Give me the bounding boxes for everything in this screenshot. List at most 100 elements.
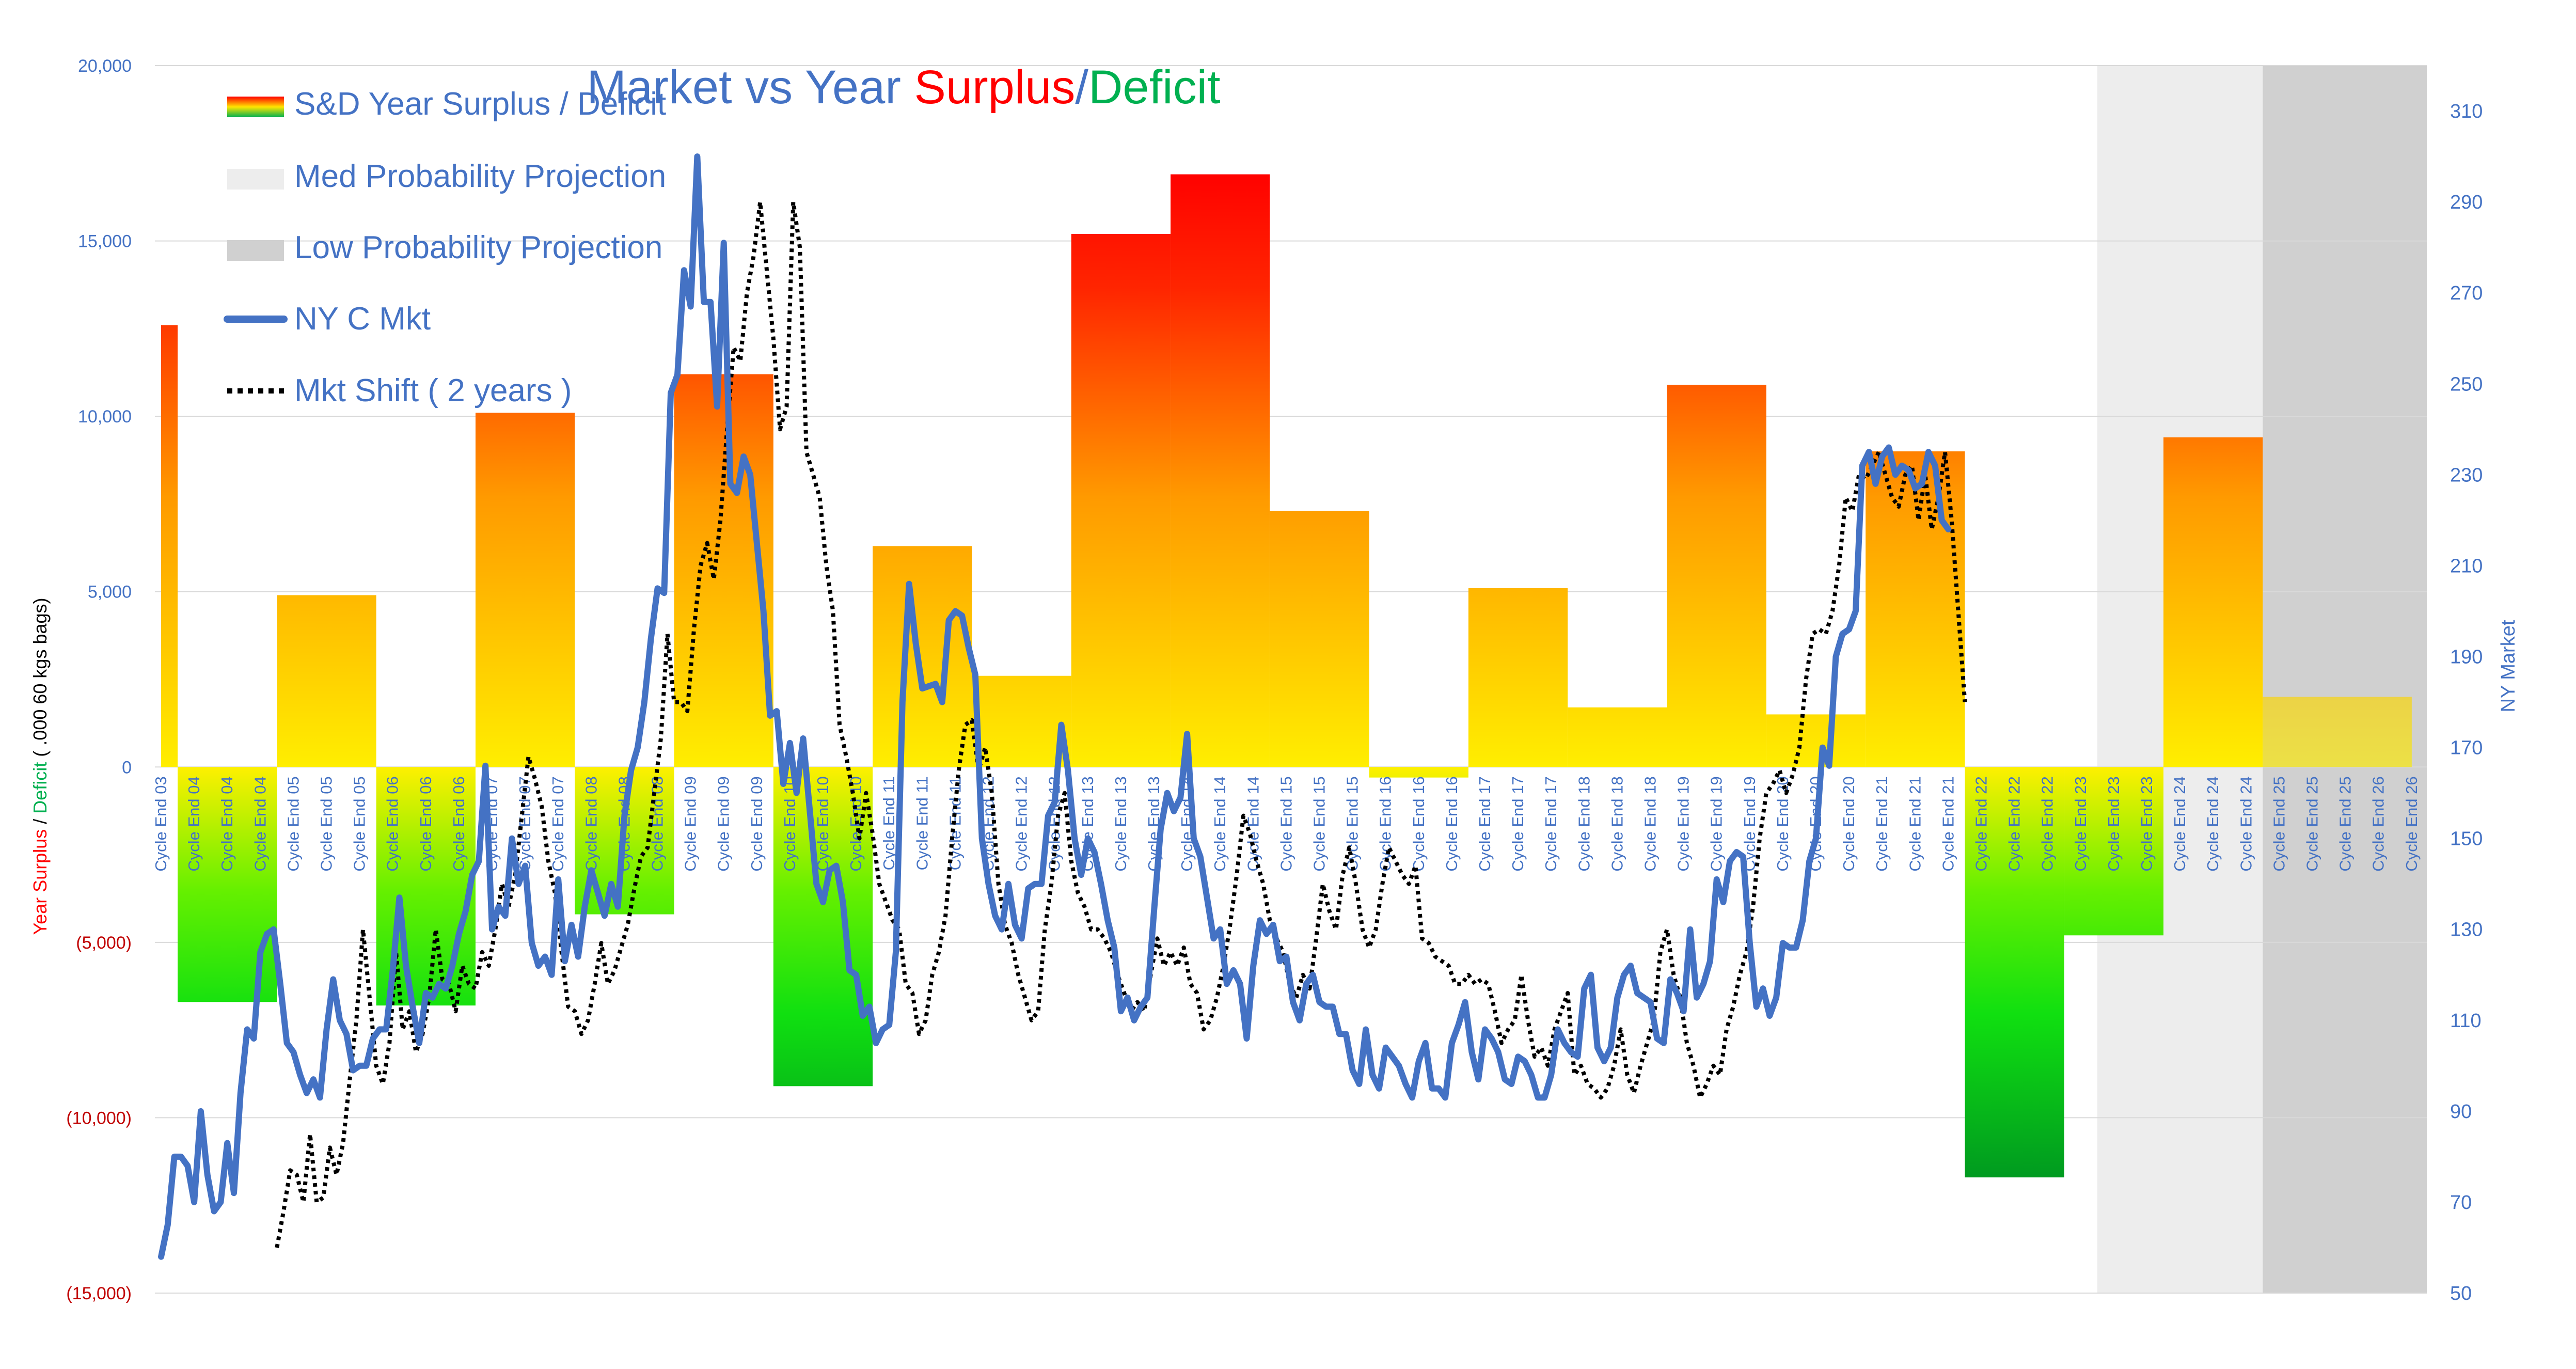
x-tick-label: Cycle End 17 xyxy=(1509,776,1527,871)
title-part-slash: / xyxy=(1075,61,1088,114)
x-tick-label: Cycle End 18 xyxy=(1641,776,1660,871)
x-tick-label: Cycle End 24 xyxy=(2171,776,2189,871)
y-right-tick-label: 90 xyxy=(2450,1101,2472,1123)
legend-label-low-probability: Low Probability Projection xyxy=(294,230,662,265)
surplus-bar xyxy=(1667,385,1766,767)
x-tick-label: Cycle End 26 xyxy=(2403,776,2421,871)
deficit-bar xyxy=(773,767,873,1087)
y-left-tick-label: 20,000 xyxy=(78,56,132,76)
x-tick-label: Cycle End 21 xyxy=(1906,776,1924,871)
y-left-tick-label: (15,000) xyxy=(66,1284,132,1303)
y-right-axis-label: NY Market xyxy=(2498,620,2519,712)
title-part-deficit: Deficit xyxy=(1088,61,1221,114)
ny-c-mkt-line xyxy=(158,153,1952,1260)
y-right-tick-label: 110 xyxy=(2450,1010,2482,1032)
x-tick-label: Cycle End 25 xyxy=(2336,776,2354,871)
x-tick-label: Cycle End 22 xyxy=(1972,776,1990,871)
x-tick-label: Cycle End 25 xyxy=(2270,776,2288,871)
y-right-tick-label: 50 xyxy=(2450,1283,2472,1304)
x-tick-label: Cycle End 05 xyxy=(284,776,302,871)
y-right-tick-label: 310 xyxy=(2450,101,2483,122)
y-left-tick-label: 0 xyxy=(122,758,132,777)
surplus-bar xyxy=(161,325,178,767)
deficit-bar xyxy=(1369,767,1468,778)
x-tick-label: Cycle End 15 xyxy=(1310,776,1329,871)
y-right-tick-label: 150 xyxy=(2450,828,2483,850)
x-tick-label: Cycle End 09 xyxy=(748,776,766,871)
y-right-tick-label: 70 xyxy=(2450,1192,2472,1214)
x-tick-label: Cycle End 18 xyxy=(1608,776,1626,871)
x-tick-label: Cycle End 17 xyxy=(1476,776,1494,871)
x-tick-label: Cycle End 23 xyxy=(2138,776,2156,871)
x-tick-label: Cycle End 12 xyxy=(1013,776,1031,871)
legend-label-med-probability: Med Probability Projection xyxy=(294,159,666,194)
x-tick-label: Cycle End 16 xyxy=(1377,776,1395,871)
x-tick-label: Cycle End 19 xyxy=(1708,776,1726,871)
surplus-bar xyxy=(972,675,1071,767)
y-right-tick-label: 210 xyxy=(2450,555,2483,577)
y-right-tick-label: 270 xyxy=(2450,282,2483,304)
surplus-bar xyxy=(1866,451,1965,767)
y-right-tick-label: 250 xyxy=(2450,373,2483,395)
x-tick-label: Cycle End 04 xyxy=(185,776,203,871)
x-tick-label: Cycle End 18 xyxy=(1575,776,1593,871)
y-left-axis-label: Year Surplus / Deficit ( .000 60 kgs bag… xyxy=(29,597,51,935)
y-left-label-surplus: Year Surplus xyxy=(29,829,51,935)
x-tick-label: Cycle End 04 xyxy=(251,776,269,871)
x-tick-label: Cycle End 05 xyxy=(318,776,336,871)
x-tick-label: Cycle End 21 xyxy=(1939,776,1957,871)
x-tick-label: Cycle End 13 xyxy=(1112,776,1130,871)
surplus-bar xyxy=(1071,233,1171,767)
x-tick-label: Cycle End 14 xyxy=(1244,776,1262,871)
x-tick-label: Cycle End 03 xyxy=(152,776,170,871)
surplus-bar xyxy=(1766,714,1866,767)
y-left-tick-label: 5,000 xyxy=(88,583,132,602)
y-right-tick-label: 130 xyxy=(2450,919,2483,941)
legend-low-probability-swatch-icon xyxy=(227,240,284,261)
x-tick-label: Cycle End 09 xyxy=(682,776,700,871)
x-tick-label: Cycle End 06 xyxy=(450,776,468,871)
surplus-bar xyxy=(2263,697,2412,767)
x-tick-label: Cycle End 07 xyxy=(549,776,567,871)
x-tick-label: Cycle End 20 xyxy=(1840,776,1858,871)
y-left-tick-label: 10,000 xyxy=(78,407,132,427)
x-tick-label: Cycle End 19 xyxy=(1674,776,1693,871)
surplus-bar xyxy=(873,546,972,767)
y-right-tick-label: 190 xyxy=(2450,646,2483,668)
x-tick-label: Cycle End 16 xyxy=(1410,776,1428,871)
projection-overlay xyxy=(2263,697,2412,767)
y-left-label-units: ( .000 60 kgs bags) xyxy=(29,597,51,762)
surplus-bar xyxy=(277,595,376,767)
x-tick-label: Cycle End 11 xyxy=(913,776,931,870)
x-tick-label: Cycle End 08 xyxy=(582,776,600,871)
x-tick-label: Cycle End 09 xyxy=(715,776,733,871)
y-left-tick-label: (10,000) xyxy=(66,1108,132,1128)
x-tick-label: Cycle End 22 xyxy=(2038,776,2057,871)
legend: S&D Year Surplus / Deficit Med Probabili… xyxy=(224,86,666,408)
x-tick-label: Cycle End 24 xyxy=(2237,776,2255,871)
legend-label-mkt-shift: Mkt Shift ( 2 years ) xyxy=(294,373,572,408)
y-left-label-sep: / xyxy=(29,814,51,829)
surplus-bar xyxy=(1568,707,1667,767)
y-left-label-deficit: Deficit xyxy=(29,762,51,814)
x-tick-label: Cycle End 22 xyxy=(2005,776,2024,871)
y-right-tick-label: 230 xyxy=(2450,464,2483,486)
deficit-bar xyxy=(1965,767,2064,1177)
legend-label-ny-c-mkt: NY C Mkt xyxy=(294,301,431,337)
y-right-tick-label: 290 xyxy=(2450,192,2483,213)
title-part-surplus: Surplus xyxy=(914,61,1075,114)
deficit-bar xyxy=(2064,767,2164,936)
surplus-bar xyxy=(1171,174,1270,767)
x-tick-label: Cycle End 25 xyxy=(2303,776,2321,871)
x-tick-label: Cycle End 24 xyxy=(2204,776,2222,871)
legend-gradient-swatch-icon xyxy=(227,97,284,117)
x-tick-label: Cycle End 04 xyxy=(218,776,236,871)
legend-label-surplus-deficit: S&D Year Surplus / Deficit xyxy=(294,86,666,122)
legend-med-probability-swatch-icon xyxy=(227,169,284,190)
x-tick-label: Cycle End 06 xyxy=(384,776,402,871)
x-tick-label: Cycle End 07 xyxy=(516,776,534,871)
x-tick-label: Cycle End 05 xyxy=(351,776,369,871)
x-tick-label: Cycle End 06 xyxy=(417,776,435,871)
